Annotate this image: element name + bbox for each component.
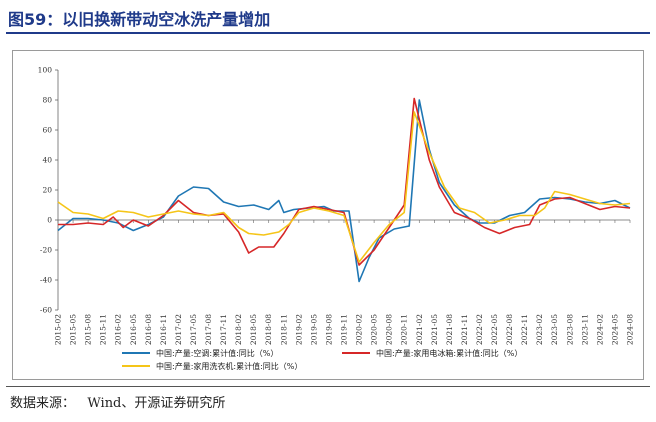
x-tick-label: 2017-08 [204,314,213,345]
chart-legend: 中国:产量:空调:累计值:同比（%） 中国:产量:家用电冰箱:累计值:同比（%） 中… [122,348,522,371]
x-tick-label: 2020-11 [400,314,409,345]
x-tick-label: 2015-08 [84,314,93,345]
x-tick-label: 2024-02 [595,314,604,345]
x-tick-label: 2016-02 [114,314,123,345]
x-tick-label: 2019-08 [324,314,333,345]
y-tick-label: -20 [40,246,52,255]
figure-title: 图59：以旧换新带动空冰洗产量增加 [8,10,271,29]
x-tick-label: 2023-02 [535,314,544,345]
x-tick-label: 2022-05 [490,314,499,345]
series-line-3 [57,111,631,263]
x-tick-label: 2022-08 [505,314,514,345]
x-tick-label: 2022-11 [520,314,529,345]
y-tick-label: 80 [42,96,52,105]
x-tick-label: 2023-08 [565,314,574,345]
x-tick-label: 2017-02 [174,314,183,345]
legend-label-2: 中国:产量:家用电冰箱:累计值:同比（%） [376,348,522,358]
chart-frame [12,50,644,380]
y-tick-label: 0 [47,216,52,225]
x-tick-label: 2020-08 [385,314,394,345]
x-tick-label: 2019-02 [294,314,303,345]
x-tick-label: 2021-08 [445,314,454,345]
y-tick-label: 20 [42,186,52,195]
x-tick-label: 2018-11 [279,314,288,345]
x-tick-label: 2020-02 [355,314,364,345]
x-tick-label: 2019-05 [309,314,318,345]
x-tick-label: 2015-02 [54,314,63,345]
title-divider [6,32,650,34]
chart-axes: -60 -40 -20 0 20 40 60 80 100 2015-02 2015-05 2015-… [38,66,635,346]
source-note: 数据来源： Wind、开源证券研究所 [10,396,226,411]
x-tick-label: 2015-05 [69,314,78,345]
x-tick-label: 2021-05 [430,314,439,345]
x-tick-label: 2018-05 [249,314,258,345]
y-tick-label: 40 [42,156,52,165]
series-line-2 [58,97,631,266]
source-divider [6,386,650,387]
series-line-1 [57,99,631,283]
x-tick-label: 2022-02 [475,314,484,345]
x-tick-label: 2017-05 [189,314,198,345]
x-tick-label: 2021-11 [460,314,469,345]
x-tick-label: 2023-05 [550,314,559,345]
x-tick-label: 2024-08 [626,314,635,345]
x-tick-label: 2023-11 [580,314,589,345]
y-tick-label: -40 [40,276,52,285]
x-tick-label: 2018-08 [264,314,273,345]
legend-label-1: 中国:产量:空调:累计值:同比（%） [156,348,278,358]
y-tick-label: 60 [42,126,52,135]
x-tick-label: 2024-05 [610,314,619,345]
x-tick-label: 2019-11 [340,314,349,345]
x-tick-label: 2020-05 [370,314,379,345]
chart-series [57,97,631,283]
x-tick-label: 2021-02 [415,314,424,345]
y-tick-label: -60 [40,306,52,315]
x-tick-label: 2015-11 [99,314,108,345]
x-tick-label: 2016-11 [159,314,168,345]
x-tick-label: 2016-08 [144,314,153,345]
y-tick-label: 100 [38,66,53,75]
x-tick-label: 2017-11 [219,314,228,345]
x-tick-label: 2016-05 [129,314,138,345]
legend-label-3: 中国:产量:家用洗衣机:累计值:同比（%） [156,361,302,371]
x-tick-label: 2018-02 [234,314,243,345]
